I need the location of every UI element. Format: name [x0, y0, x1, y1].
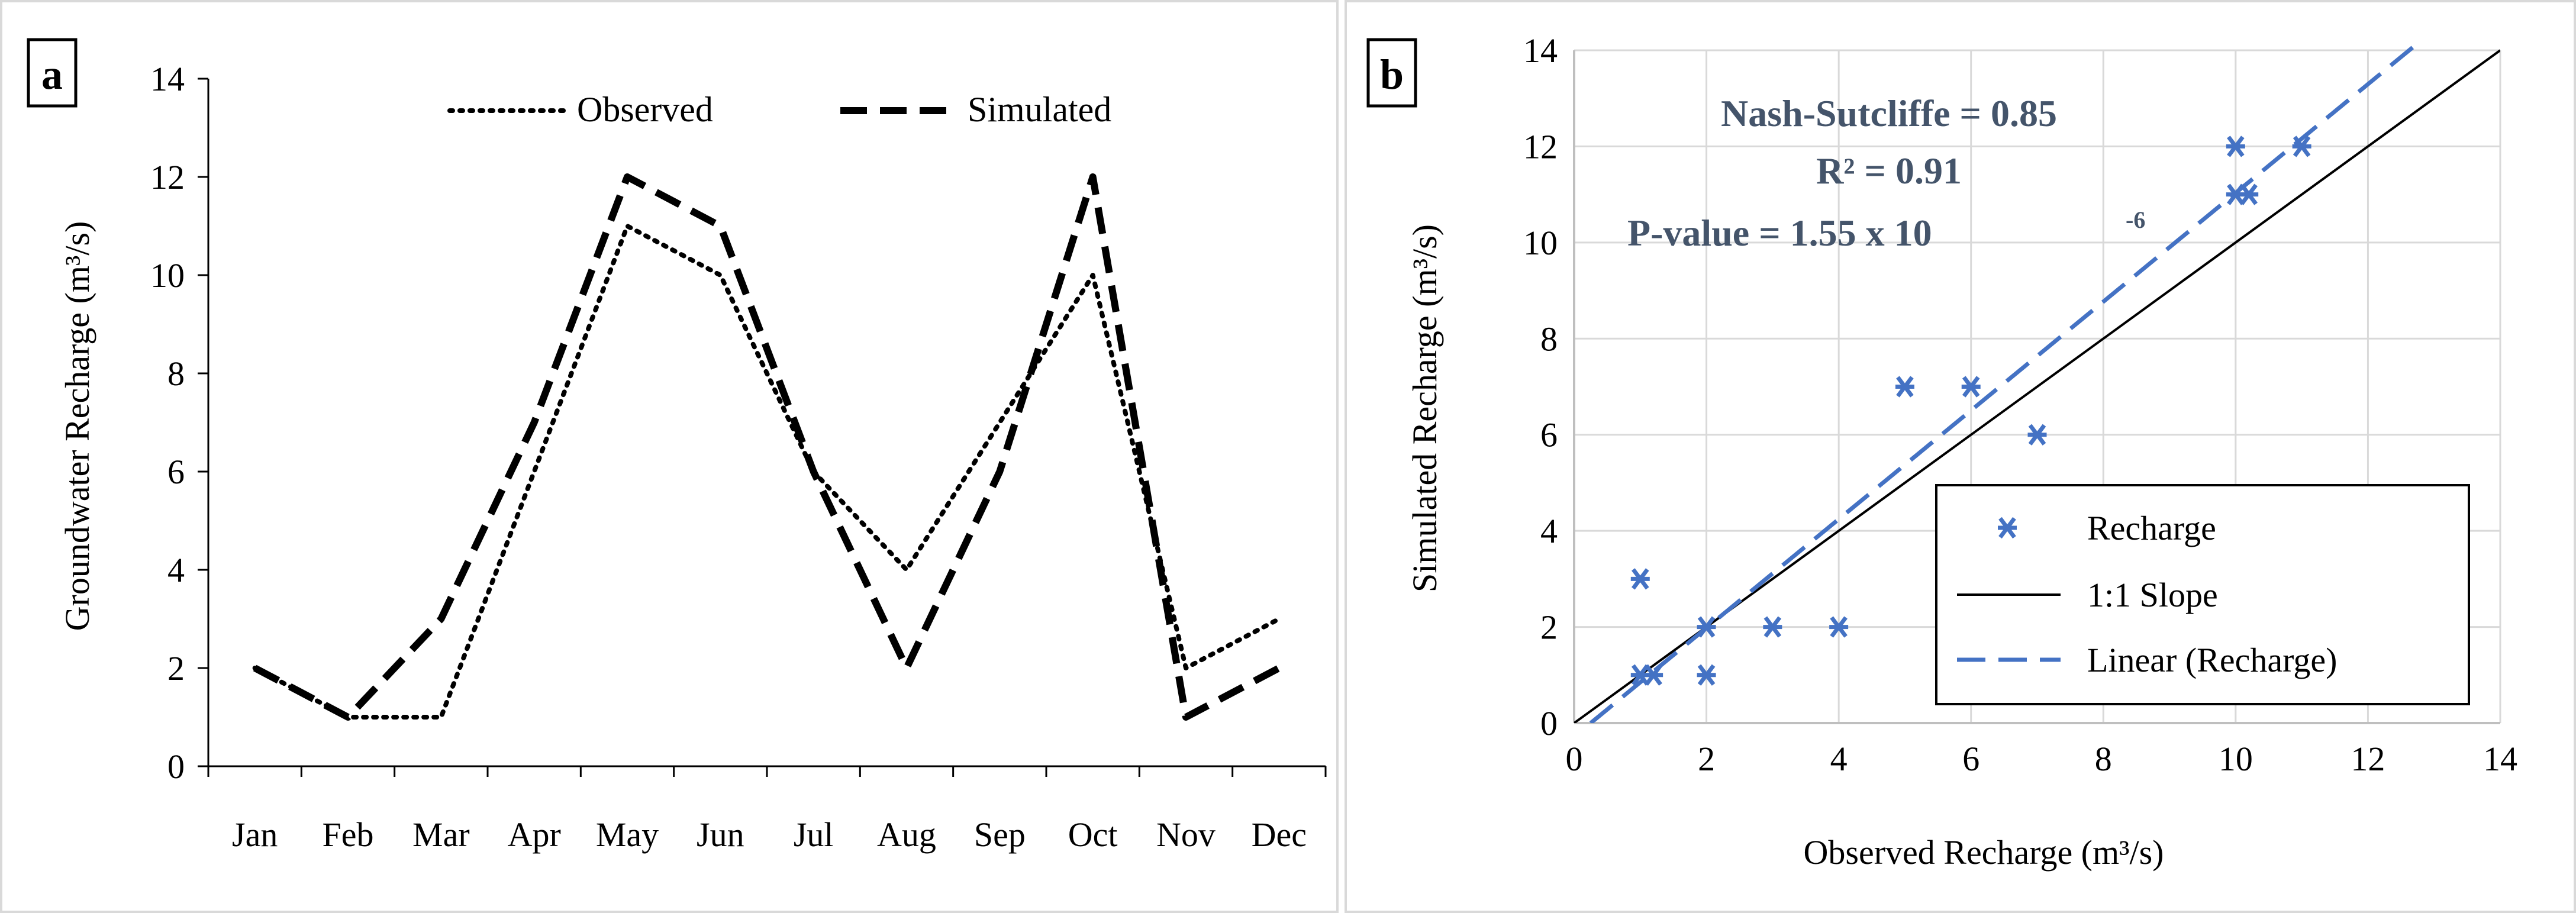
y-tick-label: 2: [167, 649, 185, 688]
chart-b-tick-labels: 0 2 4 6 8 10 12 14 0 2 4 6 8 10 12 14: [1523, 31, 2517, 778]
x-tick-label: 6: [1962, 740, 1979, 778]
y-tick-label: 8: [167, 354, 185, 393]
panel-a-label: a: [41, 51, 63, 98]
chart-a-tick-labels: 0 2 4 6 8 10 12 14 Jan Feb Mar Apr May Jun Jul Aug Sep Oc…: [150, 60, 1307, 854]
legend-label-recharge: Recharge: [2087, 509, 2216, 547]
x-tick-label: Jun: [697, 815, 744, 854]
linear-trendline: [1589, 44, 2420, 723]
data-point-simulated: [720, 225, 721, 227]
data-point-simulated: [906, 667, 907, 669]
data-point-recharge: [2292, 136, 2311, 157]
chart-a-y-axis-label: Groundwater Recharge (m³/s): [58, 221, 96, 631]
x-tick-label: Mar: [412, 815, 470, 854]
chart-b-legend: Recharge 1:1 Slope Linear (Recharge): [1935, 484, 2470, 705]
y-tick-label: 6: [167, 453, 185, 491]
x-tick-label: Oct: [1068, 815, 1118, 854]
data-point-recharge: [1763, 616, 1782, 638]
data-point-recharge: [1644, 664, 1663, 686]
y-tick-label: 12: [1523, 127, 1558, 166]
y-tick-label: 4: [1540, 512, 1558, 550]
data-point-recharge: [1961, 376, 1981, 398]
legend-label-slope: 1:1 Slope: [2087, 576, 2218, 614]
x-tick-label: Dec: [1252, 815, 1307, 854]
annotation-nash-sutcliffe: Nash-Sutcliffe = 0.85: [1721, 92, 2057, 134]
chart-b-annotations: Nash-Sutcliffe = 0.85 R² = 0.91 P-value = …: [1627, 92, 2145, 254]
data-point-recharge: [1697, 616, 1716, 638]
legend-label-linear: Linear (Recharge): [2087, 641, 2337, 679]
data-point-recharge: [1895, 376, 1914, 398]
x-tick-label: Feb: [323, 815, 374, 854]
x-tick-label: 12: [2351, 740, 2385, 778]
y-tick-label: 14: [1523, 31, 1558, 70]
chart-b-points: [1630, 136, 2311, 686]
legend-label-observed: Observed: [577, 90, 713, 129]
annotation-p-value: P-value = 1.55 x 10: [1627, 212, 1932, 254]
chart-panel-a: 0 2 4 6 8 10 12 14 Jan Feb Mar Apr May Jun Jul Aug Sep Oc…: [0, 0, 1339, 913]
chart-a-axes: [198, 78, 1327, 777]
chart-a-svg: 0 2 4 6 8 10 12 14 Jan Feb Mar Apr May Jun Jul Aug Sep Oc…: [27, 38, 1327, 854]
chart-b-axes: [1573, 50, 2500, 724]
chart-a-legend: Observed Simulated: [447, 90, 1111, 129]
x-tick-label: May: [596, 815, 659, 854]
chart-b-x-axis-label: Observed Recharge (m³/s): [1804, 833, 2164, 872]
data-point-recharge: [2239, 183, 2259, 205]
panel-b-border: [1345, 0, 2576, 913]
panel-a-label-box: [27, 38, 78, 108]
series-line-observed: [252, 224, 1282, 720]
chart-b-svg: 0 2 4 6 8 10 12 14 0 2 4 6 8 10 12 14 Nash-Sutcliffe = …: [1366, 31, 2517, 872]
x-tick-label: Sep: [974, 815, 1026, 854]
y-tick-label: 8: [1540, 320, 1558, 358]
data-point-recharge: [1697, 664, 1716, 686]
x-tick-label: Jul: [794, 815, 834, 854]
x-tick-label: 14: [2483, 740, 2517, 778]
x-tick-label: 2: [1698, 740, 1715, 778]
chart-a-series: [252, 173, 1282, 721]
x-tick-label: Apr: [508, 815, 561, 854]
data-point-recharge: [1829, 616, 1849, 638]
panel-a-border: [0, 0, 1339, 913]
y-tick-label: 6: [1540, 416, 1558, 454]
data-point-simulated: [1278, 667, 1279, 669]
x-tick-label: Jan: [232, 815, 278, 854]
x-tick-label: 4: [1830, 740, 1848, 778]
y-tick-label: 2: [1540, 608, 1558, 647]
x-tick-label: 8: [2095, 740, 2112, 778]
annotation-r-squared: R² = 0.91: [1816, 150, 1962, 192]
y-tick-label: 4: [167, 551, 185, 589]
chart-b-lines: [1574, 44, 2500, 723]
legend-swatch-recharge: [1998, 517, 2017, 539]
panel-b-label: b: [1380, 51, 1404, 98]
data-point-recharge: [2226, 136, 2245, 157]
chart-b-y-axis-label: Simulated Recharge (m³/s): [1405, 224, 1444, 592]
series-line-simulated: [253, 173, 1281, 721]
legend-label-simulated: Simulated: [968, 90, 1111, 129]
panel-b-label-box: [1366, 38, 1417, 108]
x-tick-label: 0: [1566, 740, 1583, 778]
x-tick-label: Nov: [1156, 815, 1216, 854]
annotation-p-value-exponent: -6: [2126, 207, 2145, 233]
y-tick-label: 10: [150, 256, 185, 295]
chart-panel-b: 0 2 4 6 8 10 12 14 0 2 4 6 8 10 12 14 Nash-Sutcliffe = …: [1345, 0, 2576, 913]
data-point-observed: [1278, 618, 1279, 620]
y-tick-label: 0: [167, 747, 185, 786]
x-tick-label: Aug: [877, 815, 936, 854]
x-tick-label: 10: [2219, 740, 2253, 778]
y-tick-label: 12: [150, 158, 185, 196]
y-tick-label: 0: [1540, 704, 1558, 743]
data-point-recharge: [1630, 568, 1650, 590]
y-tick-label: 14: [150, 60, 185, 98]
y-tick-label: 10: [1523, 224, 1558, 262]
data-point-recharge: [2027, 424, 2047, 446]
